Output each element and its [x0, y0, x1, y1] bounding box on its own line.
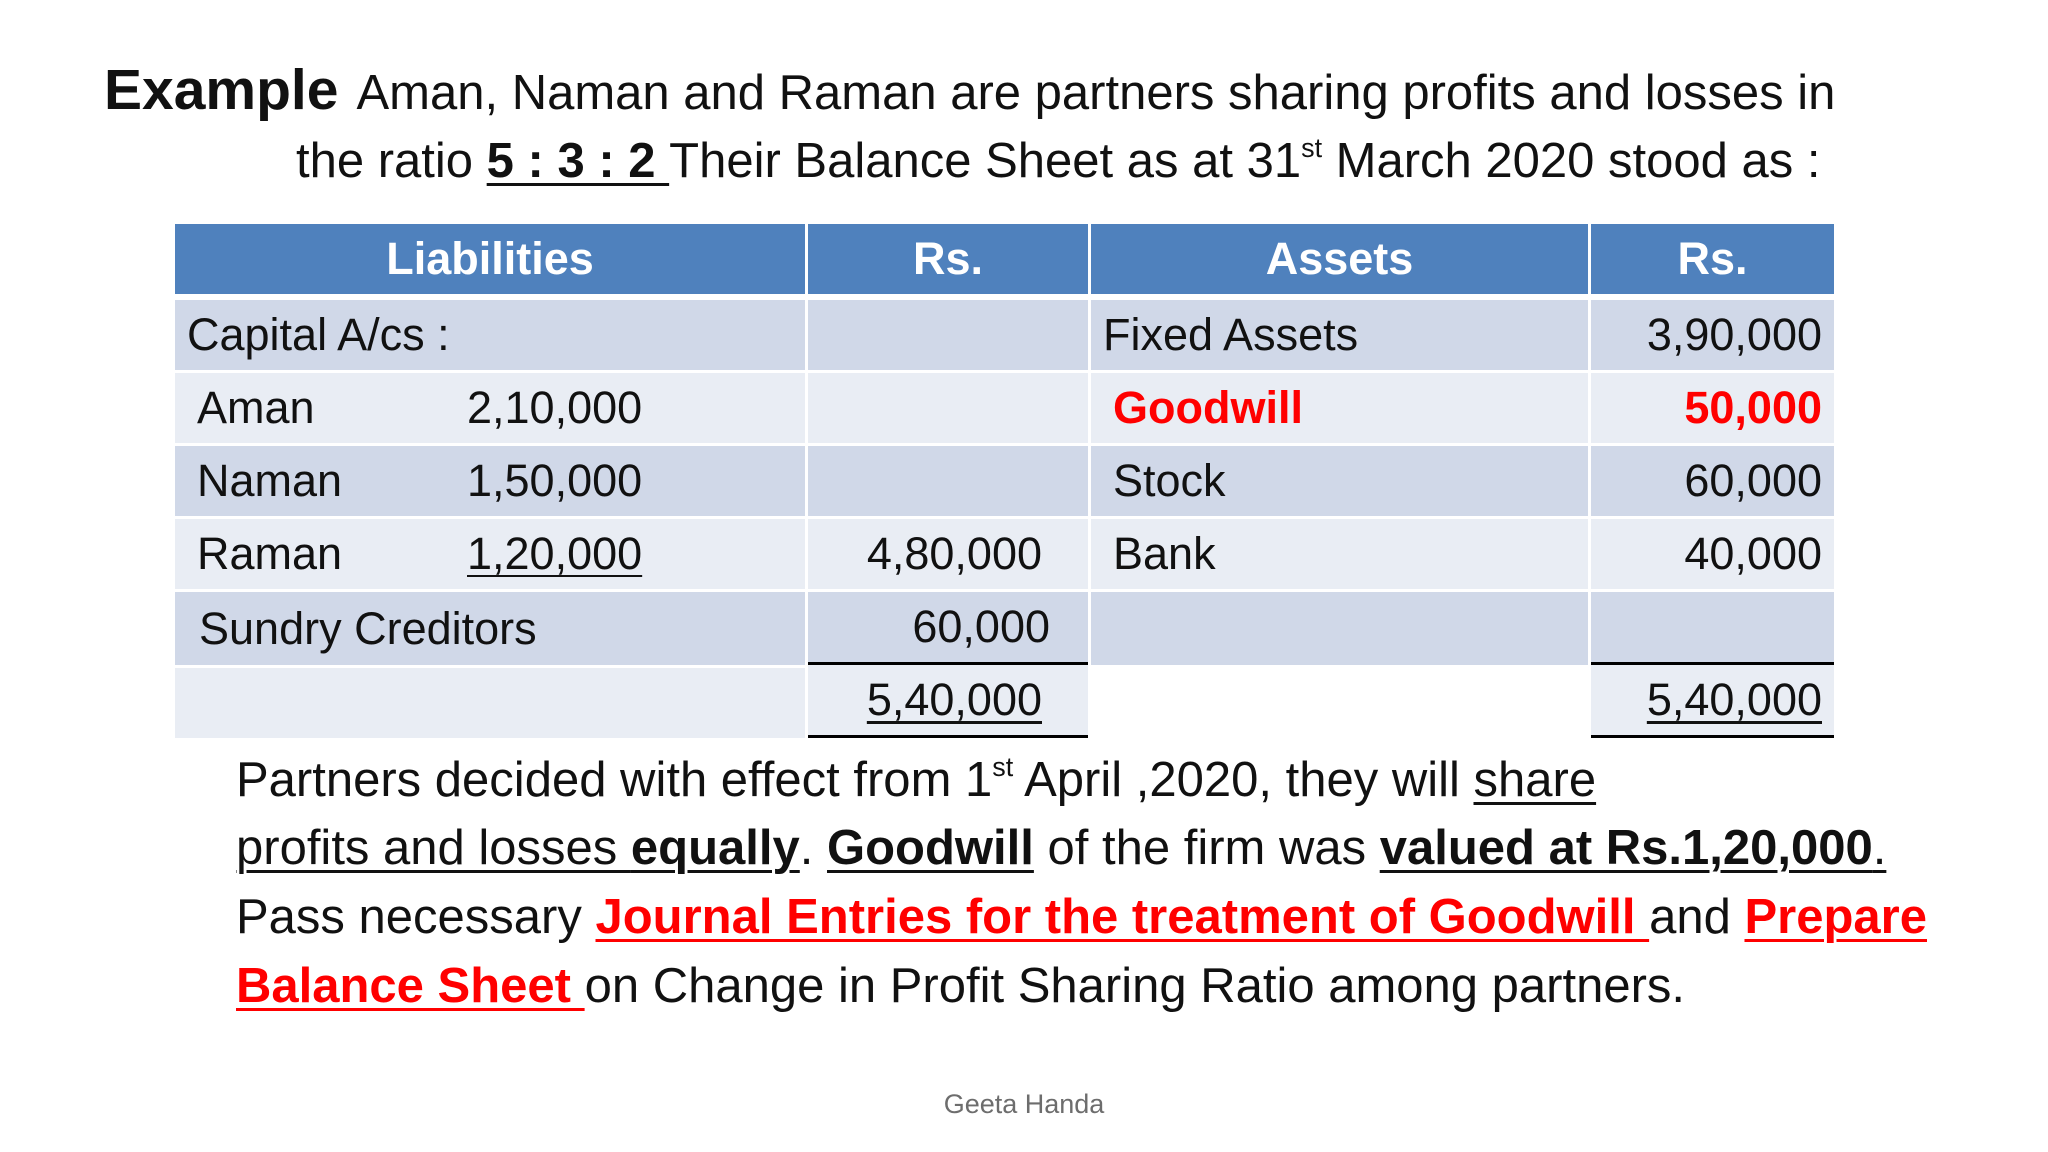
- para-text: .: [1872, 821, 1887, 875]
- partner-name: Aman: [197, 382, 315, 433]
- table-row: 5,40,000 5,40,000: [175, 665, 1834, 738]
- para-line-2: profits and losses equally. Goodwill of …: [236, 824, 1886, 873]
- para-prepare: Prepare: [1744, 890, 1927, 944]
- partner-amount: 1,50,000: [467, 455, 643, 506]
- table-row: Naman 1,50,000 Stock 60,000: [175, 443, 1834, 516]
- para-underlined: share: [1473, 753, 1597, 807]
- ratio: 5 : 3 : 2: [486, 134, 670, 188]
- header-rs-2: Rs.: [1591, 224, 1834, 297]
- para-text: .: [799, 821, 828, 875]
- partner-name: Naman: [197, 455, 343, 506]
- para-goodwill: Goodwill: [827, 821, 1034, 875]
- creditors-label: Sundry Creditors: [175, 589, 805, 665]
- partner-name: Raman: [197, 528, 343, 579]
- cell-empty: [1591, 589, 1834, 665]
- cell-empty: [1091, 589, 1588, 665]
- cell-empty: [175, 665, 805, 738]
- para-line-1: Partners decided with effect from 1st Ap…: [236, 753, 1597, 807]
- heading-text-1: Aman, Naman and Raman are partners shari…: [356, 66, 1836, 120]
- table-row: Sundry Creditors 60,000: [175, 589, 1834, 665]
- para-text: Partners decided with effect from 1: [236, 753, 993, 807]
- para-journal-entries: Journal Entries for the treatment of Goo…: [595, 890, 1650, 944]
- example-label: Example: [104, 58, 339, 122]
- para-text: of the firm was: [1033, 821, 1380, 875]
- para-underlined: profits and losses: [236, 821, 631, 875]
- table-header-row: Liabilities Rs. Assets Rs.: [175, 224, 1834, 297]
- heading-text-2b: Their Balance Sheet as at 31: [669, 134, 1302, 188]
- asset-amount: 3,90,000: [1591, 297, 1834, 370]
- asset-amount: 60,000: [1591, 443, 1834, 516]
- footer-author: Geeta Handa: [943, 1089, 1105, 1119]
- heading-text-2a: the ratio: [296, 134, 487, 188]
- header-assets: Assets: [1091, 224, 1588, 297]
- assets-total: 5,40,000: [1591, 665, 1834, 738]
- asset-name: Fixed Assets: [1091, 297, 1588, 370]
- cell-empty: [808, 297, 1088, 370]
- liabilities-total: 5,40,000: [808, 665, 1088, 738]
- capital-label: Capital A/cs :: [175, 297, 805, 370]
- para-text: Pass necessary: [236, 890, 596, 944]
- cell-empty: [1091, 665, 1588, 738]
- creditors-amount: 60,000: [808, 589, 1088, 665]
- partner-amount: 1,20,000: [467, 528, 643, 579]
- table-row: Raman 1,20,000 4,80,000 Bank 40,000: [175, 516, 1834, 589]
- asset-name: Bank: [1091, 516, 1588, 589]
- para-valued: valued at Rs.1,20,000: [1379, 821, 1873, 875]
- para-text: and: [1649, 890, 1745, 944]
- asset-amount-goodwill: 50,000: [1591, 370, 1834, 443]
- asset-amount: 40,000: [1591, 516, 1834, 589]
- para-text: April ,2020, they will: [1013, 753, 1474, 807]
- para-line-4: Balance Sheet on Change in Profit Sharin…: [236, 962, 1685, 1011]
- cell-empty: [808, 443, 1088, 516]
- partner-amount: 2,10,000: [467, 382, 643, 433]
- table-row: Aman 2,10,000 Goodwill 50,000: [175, 370, 1834, 443]
- asset-name-goodwill: Goodwill: [1091, 370, 1588, 443]
- partner-cell: Raman 1,20,000: [175, 516, 805, 589]
- superscript-st: st: [992, 751, 1014, 782]
- heading-line-2: the ratio 5 : 3 : 2 Their Balance Sheet …: [296, 134, 1821, 188]
- partner-cell: Naman 1,50,000: [175, 443, 805, 516]
- balance-sheet-table: Liabilities Rs. Assets Rs. Capital A/cs …: [172, 224, 1837, 738]
- cell-empty: [808, 370, 1088, 443]
- table-row: Capital A/cs : Fixed Assets 3,90,000: [175, 297, 1834, 370]
- superscript-st: st: [1301, 132, 1323, 163]
- para-line-3: Pass necessary Journal Entries for the t…: [236, 893, 1927, 942]
- para-equally: equally: [630, 821, 800, 875]
- asset-name: Stock: [1091, 443, 1588, 516]
- header-liabilities: Liabilities: [175, 224, 805, 297]
- partner-cell: Aman 2,10,000: [175, 370, 805, 443]
- header-rs-1: Rs.: [808, 224, 1088, 297]
- heading-line-1: Example Aman, Naman and Raman are partner…: [104, 62, 1835, 119]
- capital-total: 4,80,000: [808, 516, 1088, 589]
- para-balance-sheet: Balance Sheet: [236, 959, 585, 1013]
- para-text: on Change in Profit Sharing Ratio among …: [584, 959, 1686, 1013]
- heading-text-2c: March 2020 stood as :: [1322, 134, 1821, 188]
